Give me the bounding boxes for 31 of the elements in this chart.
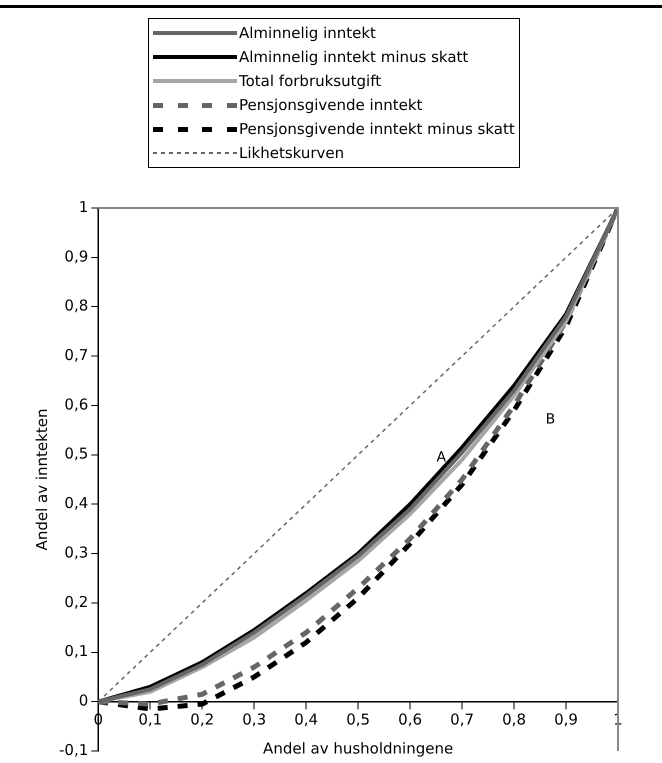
legend-label: Pensjonsgivende inntekt [239, 96, 422, 114]
y-tick-label: -0,1 [58, 740, 88, 759]
x-axis-title: Andel av husholdningene [263, 740, 454, 758]
y-axis-title: Andel av inntekten [32, 408, 51, 550]
annotation: A [436, 449, 446, 466]
y-tick-label: 0 [78, 692, 88, 710]
x-tick-label: 0,6 [398, 710, 422, 729]
x-tick-label: 0,9 [554, 710, 578, 729]
x-tick-label: 0,7 [450, 710, 474, 729]
annotation: B [546, 411, 556, 428]
y-tick-label: 0,6 [64, 395, 88, 414]
x-tick-label: 0,5 [346, 710, 370, 729]
legend-label: Total forbruksutgift [239, 72, 382, 90]
x-tick-label: 0,2 [190, 710, 214, 729]
y-tick-label: 0,8 [64, 296, 88, 315]
y-tick-label: 0,2 [64, 592, 88, 611]
x-tick-label: 0,3 [242, 710, 266, 729]
x-tick-label: 0,8 [502, 710, 526, 729]
legend-label: Alminnelig inntekt [239, 24, 376, 42]
y-tick-label: 1 [78, 198, 88, 216]
x-tick-label: 0,1 [138, 710, 162, 729]
y-tick-label: 0,9 [64, 247, 88, 266]
x-tick-label: 0,4 [294, 710, 318, 729]
y-tick-label: 0,7 [64, 346, 88, 364]
y-tick-label: 0,1 [64, 642, 88, 660]
y-tick-label: 0,3 [64, 543, 88, 562]
legend-label: Likhetskurven [239, 144, 344, 162]
legend-label: Pensjonsgivende inntekt minus skatt [239, 120, 515, 138]
y-tick-label: 0,4 [64, 494, 88, 512]
y-tick-label: 0,5 [64, 444, 88, 463]
legend-label: Alminnelig inntekt minus skatt [239, 48, 468, 66]
